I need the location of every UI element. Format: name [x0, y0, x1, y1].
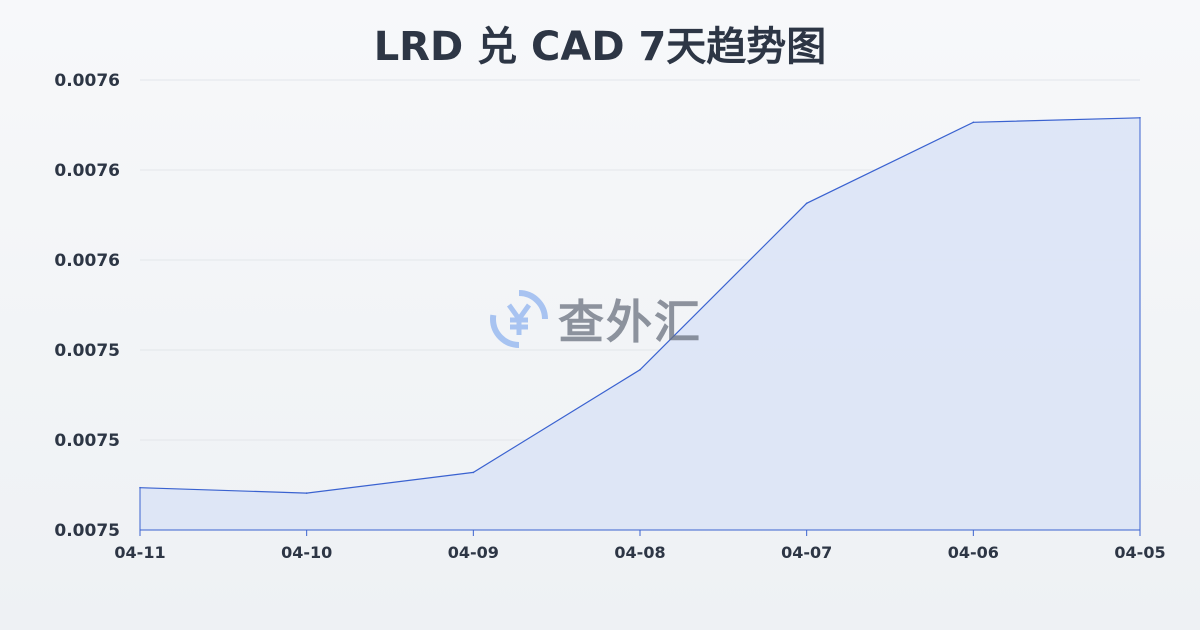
data-point	[472, 471, 475, 474]
y-tick-label: 0.0076	[54, 251, 120, 271]
chart-title: LRD 兑 CAD 7天趋势图	[373, 24, 827, 70]
y-tick-label: 0.0076	[54, 71, 120, 91]
x-tick-label: 04-09	[448, 543, 499, 562]
y-tick-label: 0.0075	[54, 521, 120, 541]
x-tick-label: 04-08	[614, 543, 665, 562]
watermark-text: 查外汇	[558, 295, 702, 349]
watermark: 查外汇	[488, 286, 702, 352]
x-tick-label: 04-07	[781, 543, 832, 562]
x-tick-label: 04-06	[948, 543, 999, 562]
area-fill	[140, 117, 1140, 531]
data-point	[139, 486, 141, 489]
x-tick-label: 04-05	[1114, 543, 1165, 562]
yen-exchange-icon	[490, 290, 548, 348]
y-tick-label: 0.0076	[54, 161, 120, 181]
data-point	[639, 369, 641, 371]
data-point	[805, 202, 808, 205]
data-point	[305, 492, 308, 494]
y-tick-label: 0.0075	[54, 341, 120, 361]
data-point	[972, 121, 975, 124]
y-tick-label: 0.0075	[54, 431, 120, 451]
x-tick-label: 04-10	[281, 543, 332, 562]
data-point	[1139, 117, 1141, 119]
x-tick-label: 04-11	[114, 543, 165, 562]
